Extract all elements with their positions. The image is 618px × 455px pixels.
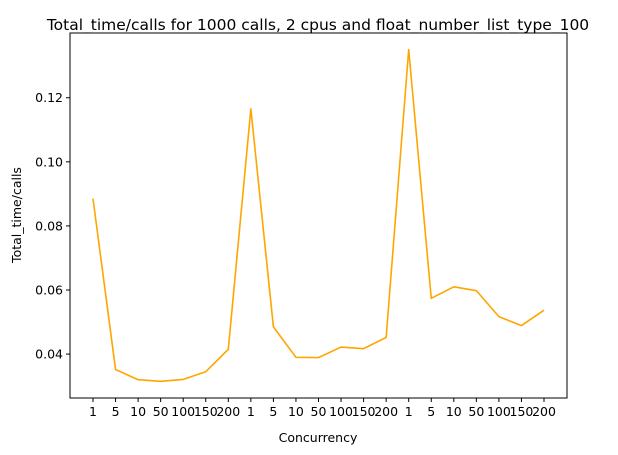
y-axis: 0.04 0.06 0.08 0.10 0.12: [35, 90, 70, 362]
x-tick-label: 150: [510, 404, 534, 419]
x-tick-label: 200: [374, 404, 398, 419]
x-tick-label: 1: [89, 404, 97, 419]
x-tick-label: 150: [194, 404, 218, 419]
x-axis-label: Concurrency: [279, 430, 358, 445]
x-tick-label: 50: [311, 404, 327, 419]
y-tick-label: 0.04: [35, 347, 63, 362]
y-axis-label: Total_time/calls: [9, 167, 24, 264]
x-tick-label: 5: [112, 404, 120, 419]
series-line-1: [92, 48, 545, 383]
x-tick-label: 100: [171, 404, 195, 419]
y-tick-label: 0.06: [35, 283, 63, 298]
x-tick-label: 10: [446, 404, 462, 419]
x-tick-label: 200: [532, 404, 556, 419]
y-tick-label: 0.10: [35, 154, 63, 169]
x-tick-label: 50: [153, 404, 169, 419]
series-group: [92, 48, 545, 383]
x-tick-label: 5: [269, 404, 277, 419]
plot-area: [69, 32, 568, 399]
x-tick-label: 1: [405, 404, 413, 419]
x-tick-label: 100: [487, 404, 511, 419]
x-tick-label: 50: [468, 404, 484, 419]
chart-title: Total_time/calls for 1000 calls, 2 cpus …: [46, 16, 589, 35]
x-tick-label: 150: [352, 404, 376, 419]
x-tick-label: 1: [247, 404, 255, 419]
x-tick-label: 200: [216, 404, 240, 419]
x-tick-label: 10: [130, 404, 146, 419]
y-tick-label: 0.08: [35, 218, 63, 233]
x-tick-label: 10: [288, 404, 304, 419]
x-tick-label: 5: [427, 404, 435, 419]
x-tick-label: 100: [329, 404, 353, 419]
y-tick-label: 0.12: [35, 90, 63, 105]
